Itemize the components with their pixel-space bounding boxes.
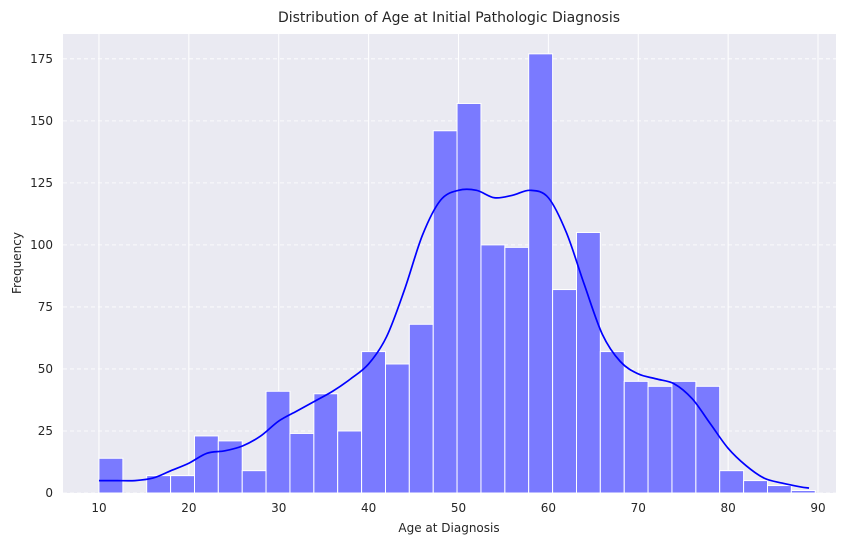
x-tick-label: 50	[451, 501, 466, 515]
histogram-bar	[504, 246, 530, 494]
histogram-bar	[337, 430, 363, 494]
x-tick-label: 60	[541, 501, 556, 515]
histogram-bar	[385, 363, 410, 494]
y-tick-label: 125	[30, 176, 53, 190]
histogram-bar	[480, 244, 506, 494]
histogram-bar	[241, 470, 267, 494]
histogram-bar	[170, 475, 195, 494]
chart-title: Distribution of Age at Initial Pathologi…	[278, 10, 620, 26]
histogram-bar	[552, 289, 578, 494]
histogram-bar	[528, 53, 554, 494]
y-tick-label: 0	[45, 486, 53, 500]
histogram-bar	[719, 470, 745, 494]
y-tick-label: 75	[38, 300, 53, 314]
histogram-bar	[432, 130, 458, 494]
histogram-bar	[790, 490, 816, 494]
x-tick-label: 40	[361, 501, 376, 515]
histogram-bar	[599, 351, 625, 494]
x-axis-label: Age at Diagnosis	[398, 521, 499, 535]
histogram-bar	[265, 390, 291, 494]
histogram-bar	[98, 457, 124, 494]
histogram-bar	[289, 432, 315, 494]
histogram-bar	[743, 480, 769, 494]
histogram-bar	[767, 485, 792, 494]
x-tick-label: 30	[271, 501, 286, 515]
histogram-bar	[695, 385, 721, 494]
y-tick-label: 150	[30, 114, 53, 128]
x-tick-label: 10	[91, 501, 106, 515]
x-tick-label: 20	[181, 501, 196, 515]
x-tick-label: 80	[720, 501, 735, 515]
histogram-bars	[98, 53, 816, 494]
y-axis-label: Frequency	[10, 232, 24, 294]
histogram-bar	[456, 102, 482, 494]
histogram-bar	[647, 385, 673, 494]
histogram-bar	[313, 393, 339, 494]
histogram-bar	[623, 380, 649, 494]
histogram-bar	[361, 351, 387, 494]
histogram-bar	[217, 440, 243, 494]
y-axis-ticks: 0 25 50 75 100 125 150 175	[30, 52, 53, 500]
kde-line	[98, 188, 810, 489]
y-tick-label: 25	[38, 424, 53, 438]
histogram-bar	[408, 323, 434, 494]
x-axis-ticks: 10 20 30 40 50 60 70 80 90	[91, 501, 825, 515]
y-tick-label: 50	[38, 362, 53, 376]
x-tick-label: 70	[631, 501, 646, 515]
histogram-bar	[193, 435, 219, 494]
x-tick-label: 90	[810, 501, 825, 515]
y-tick-label: 175	[30, 52, 53, 66]
y-tick-label: 100	[30, 238, 53, 252]
